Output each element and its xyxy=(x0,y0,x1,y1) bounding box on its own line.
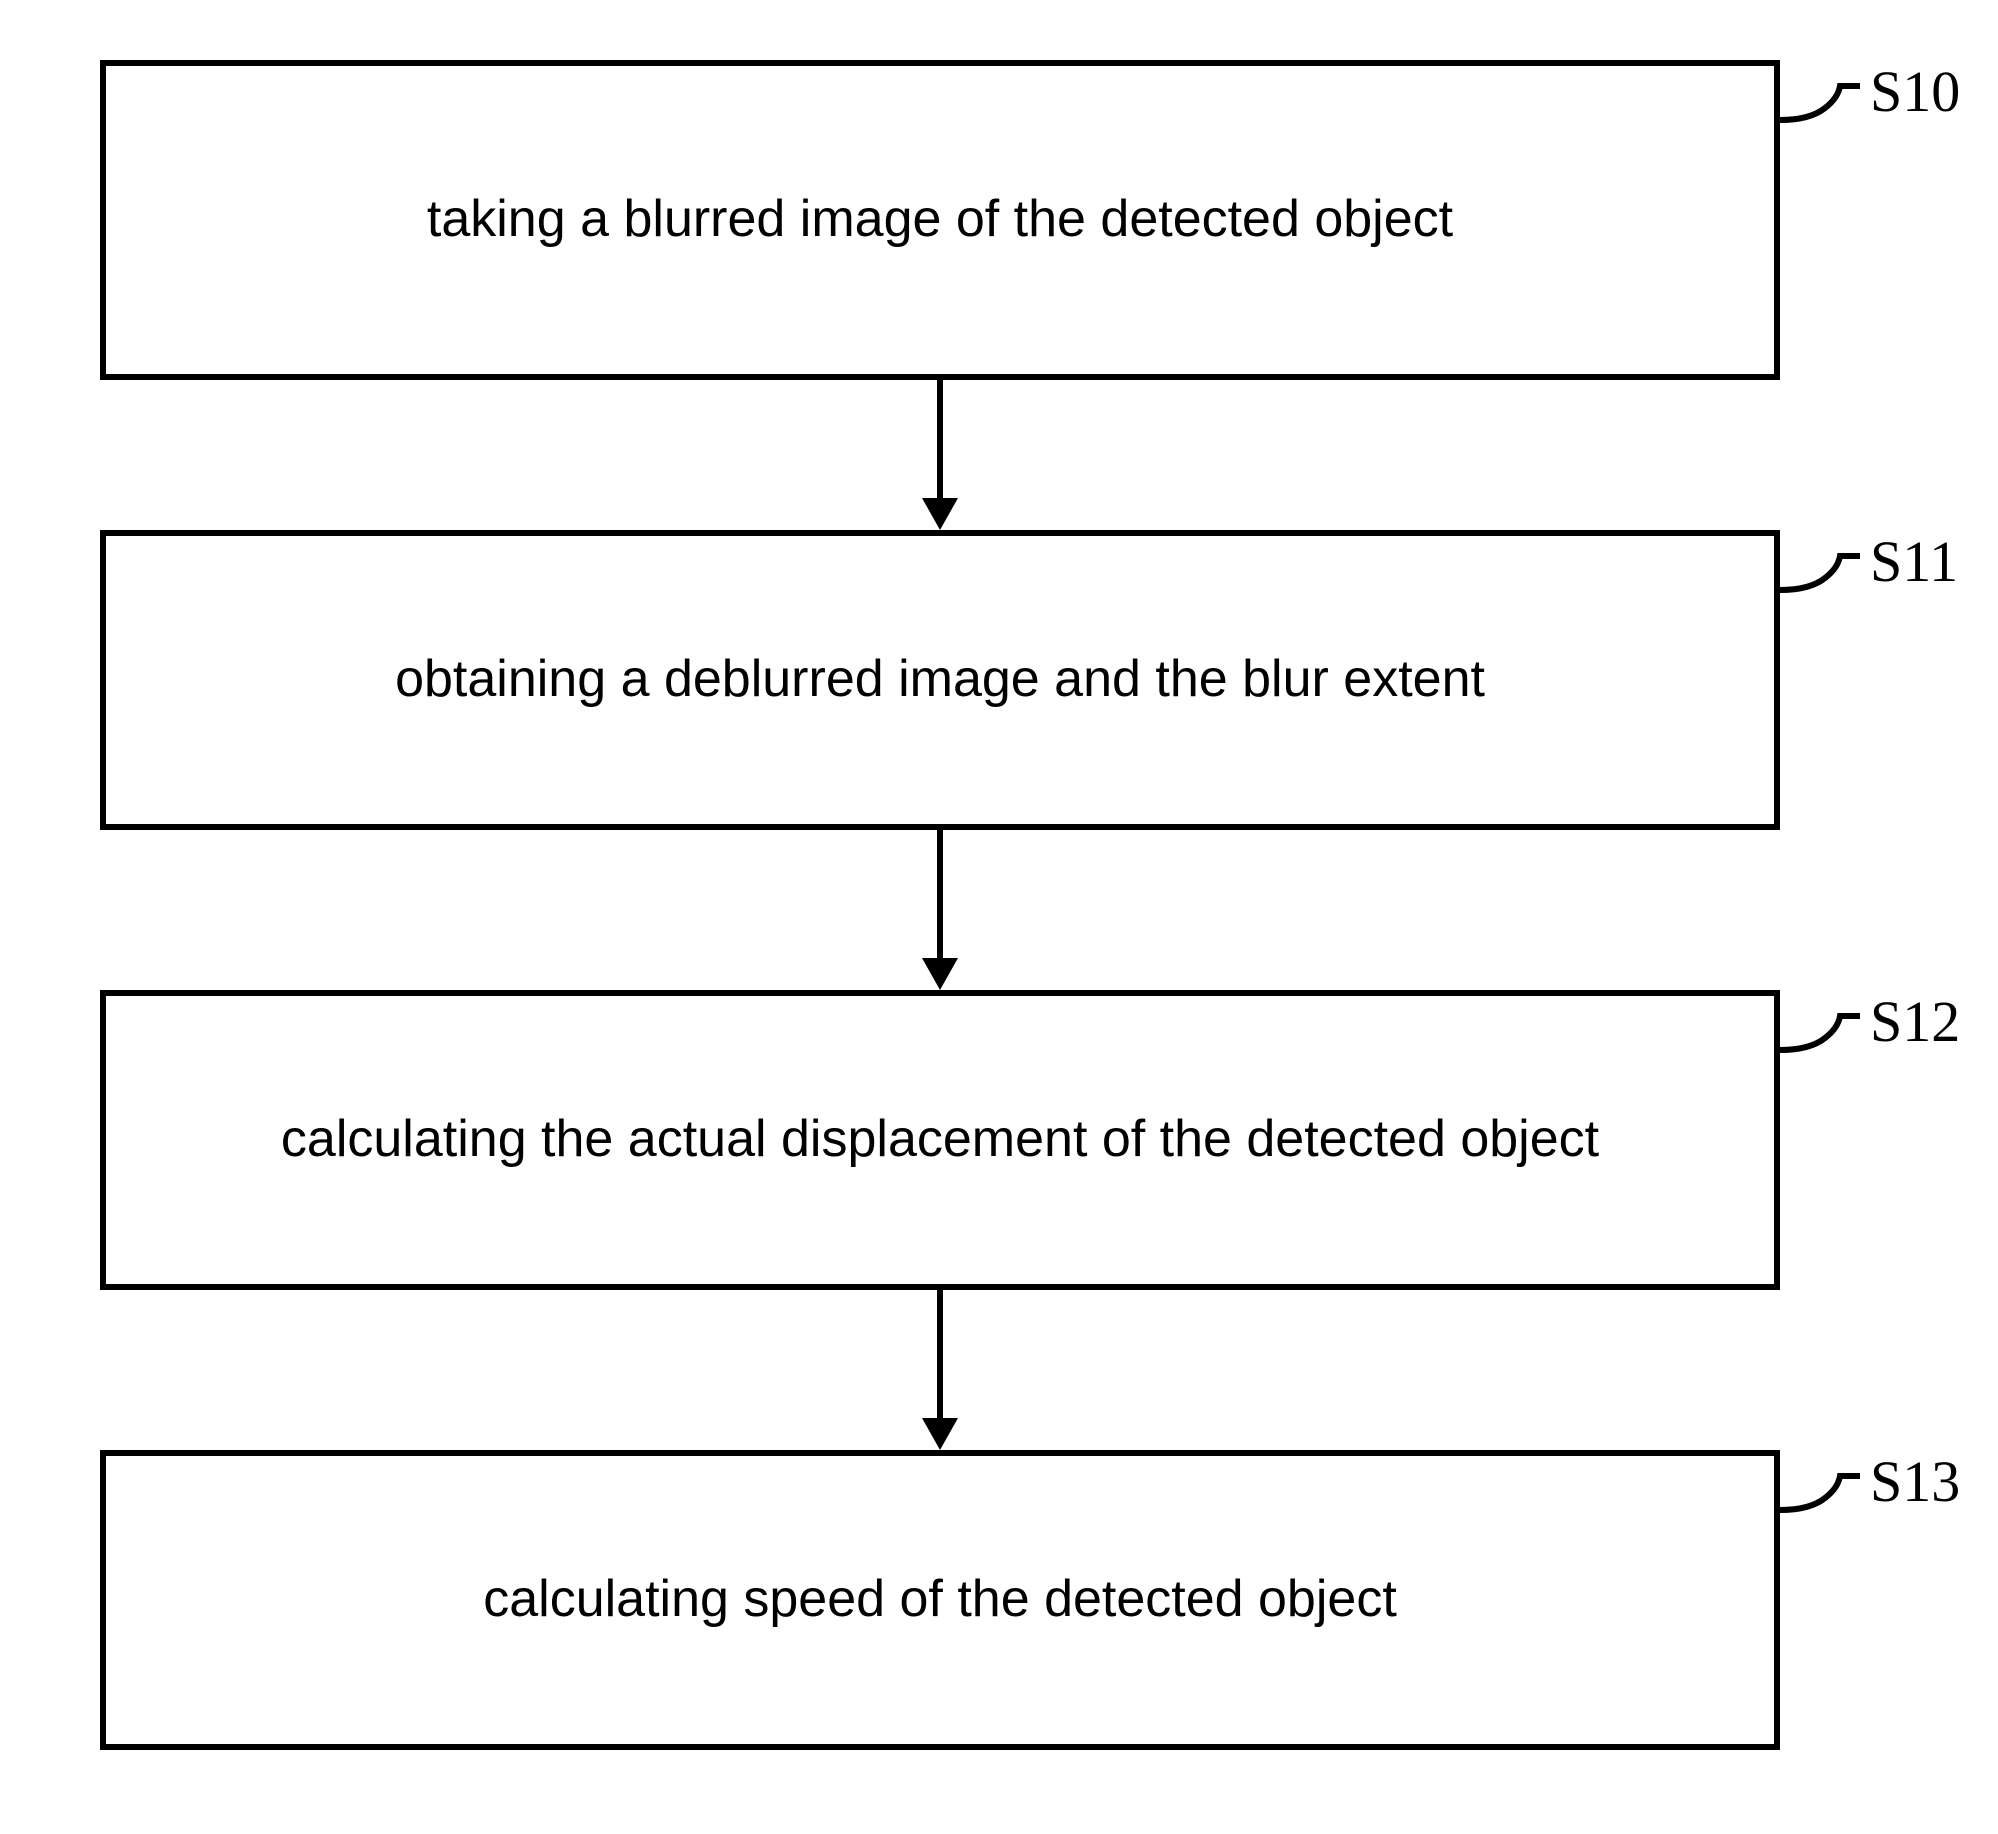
step-box-s13: calculating speed of the detected object xyxy=(100,1450,1780,1750)
label-connector-s11 xyxy=(1780,550,1870,630)
step-label-s10: S10 xyxy=(1870,58,1960,125)
step-box-s11: obtaining a deblurred image and the blur… xyxy=(100,530,1780,830)
arrow-3-head xyxy=(922,1418,958,1450)
arrow-3-line xyxy=(937,1290,943,1418)
arrow-2-line xyxy=(937,830,943,958)
arrow-1-line xyxy=(937,380,943,498)
step-label-s13: S13 xyxy=(1870,1448,1960,1515)
arrow-1-head xyxy=(922,498,958,530)
arrow-2-head xyxy=(922,958,958,990)
step-text-s11: obtaining a deblurred image and the blur… xyxy=(395,646,1485,714)
step-label-s11: S11 xyxy=(1870,528,1958,595)
step-text-s10: taking a blurred image of the detected o… xyxy=(427,186,1453,254)
step-box-s10: taking a blurred image of the detected o… xyxy=(100,60,1780,380)
label-connector-s12 xyxy=(1780,1010,1870,1090)
label-connector-s10 xyxy=(1780,80,1870,160)
flowchart-canvas: taking a blurred image of the detected o… xyxy=(0,0,1998,1834)
step-text-s12: calculating the actual displacement of t… xyxy=(281,1106,1599,1174)
step-box-s12: calculating the actual displacement of t… xyxy=(100,990,1780,1290)
step-label-s12: S12 xyxy=(1870,988,1960,1055)
label-connector-s13 xyxy=(1780,1470,1870,1550)
step-text-s13: calculating speed of the detected object xyxy=(483,1566,1397,1634)
